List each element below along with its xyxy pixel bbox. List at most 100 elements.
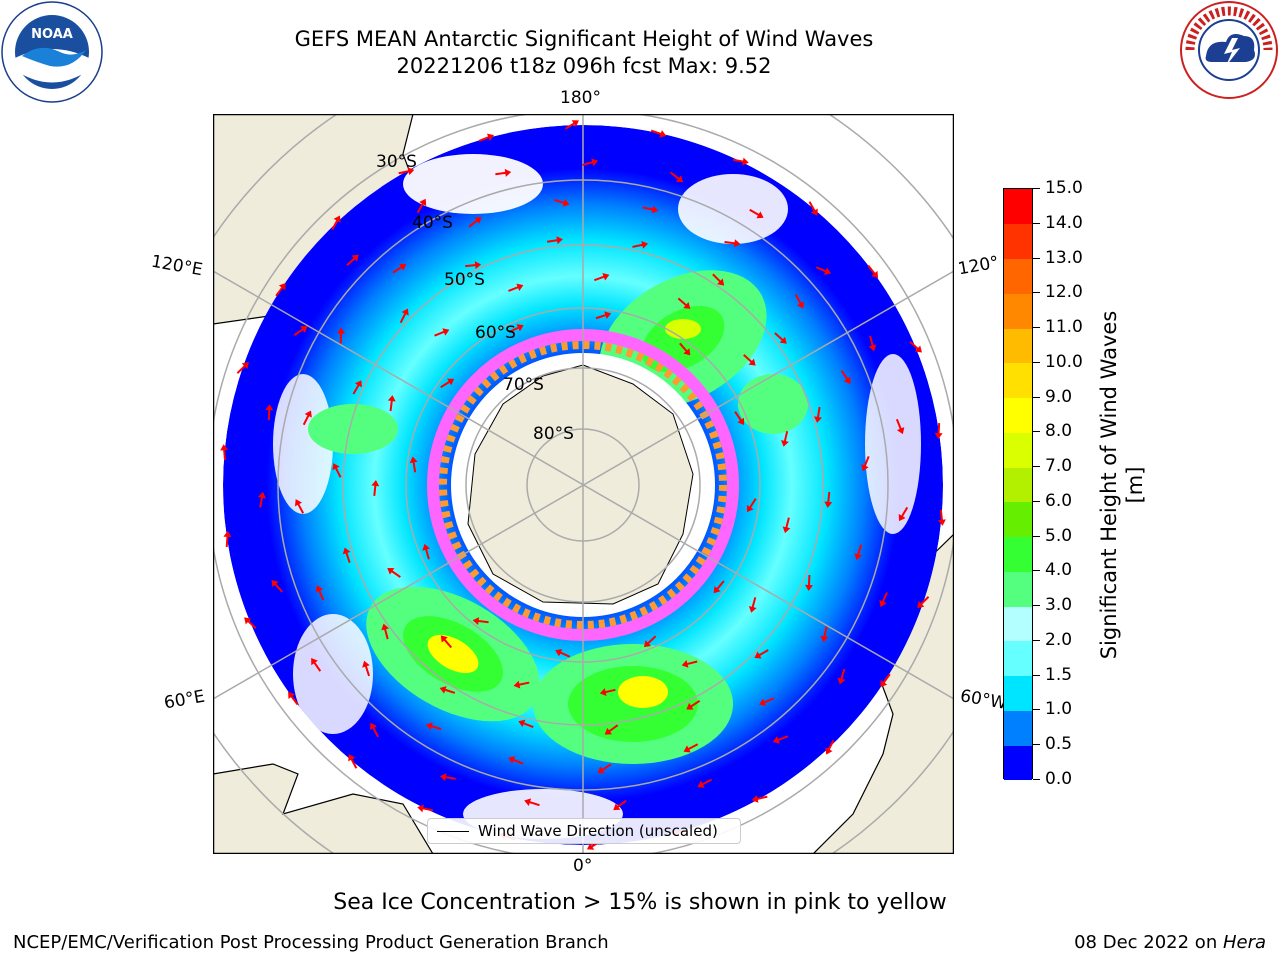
- lon-label-60w: 60°W: [958, 686, 1009, 714]
- wave-direction-arrow: [632, 240, 649, 249]
- colorbar-tick: [1033, 535, 1040, 537]
- colorbar-segment: [1004, 223, 1032, 259]
- wave-direction-arrow: [613, 799, 627, 811]
- wave-direction-arrow: [815, 266, 831, 275]
- wave-direction-arrow: [315, 585, 325, 601]
- colorbar-tick: [1033, 500, 1040, 502]
- colorbar-tick: [1033, 396, 1040, 398]
- colorbar-tick-label: 1.0: [1045, 699, 1073, 720]
- wave-direction-arrow: [369, 722, 379, 738]
- wave-direction-arrow: [387, 567, 401, 578]
- colorbar-segment: [1004, 675, 1032, 711]
- wave-direction-arrow: [352, 380, 362, 395]
- wave-direction-arrow: [749, 208, 764, 219]
- sea-ice-note: Sea Ice Concentration > 15% is shown in …: [333, 890, 947, 915]
- colorbar-tick-label: 13.0: [1045, 247, 1083, 268]
- wave-direction-arrow: [677, 297, 691, 309]
- wave-direction-arrow: [288, 691, 299, 706]
- wave-direction-arrow: [650, 129, 667, 138]
- colorbar-tick-label: 8.0: [1045, 421, 1073, 442]
- wave-direction-arrow: [381, 623, 389, 640]
- colorbar-tick-label: 9.0: [1045, 386, 1073, 407]
- wave-direction-arrow: [595, 311, 612, 320]
- wave-direction-arrow: [524, 798, 540, 807]
- wave-direction-arrow: [895, 418, 905, 435]
- colorbar-segment: [1004, 432, 1032, 468]
- colorbar-segment: [1004, 362, 1032, 399]
- wave-direction-arrow: [754, 649, 769, 659]
- wave-direction-arrow: [465, 261, 482, 270]
- wave-direction-arrow: [697, 778, 713, 788]
- colorbar-tick: [1033, 431, 1040, 433]
- lon-label-60e: 60°E: [162, 686, 207, 714]
- wave-direction-arrow: [642, 205, 659, 214]
- colorbar-tick-label: 14.0: [1045, 212, 1083, 233]
- wave-direction-arrow: [643, 635, 657, 648]
- wave-direction-arrow: [867, 264, 879, 279]
- land-antarctica: [467, 364, 694, 605]
- wave-direction-arrow: [597, 763, 612, 774]
- wave-direction-arrow: [422, 543, 431, 560]
- wave-direction-arrow: [681, 660, 698, 668]
- colorbar-tick: [1033, 709, 1040, 711]
- lat-label-70s: 70°S: [503, 375, 544, 395]
- wave-direction-arrow: [342, 547, 351, 563]
- wave-direction-arrow: [513, 680, 530, 689]
- wave-direction-arrow: [679, 342, 691, 356]
- wave-direction-arrow: [553, 198, 570, 207]
- chart-title: GEFS MEAN Antarctic Significant Height o…: [294, 27, 874, 51]
- wave-direction-arrow: [604, 724, 619, 735]
- wave-direction-arrow: [398, 167, 415, 176]
- colorbar-segment: [1004, 328, 1032, 364]
- wave-direction-arrow: [724, 239, 741, 248]
- wave-direction-arrow: [332, 463, 342, 478]
- wave-direction-arrow: [683, 743, 699, 753]
- wave-direction-arrow: [794, 294, 805, 309]
- wave-direction-arrow: [820, 626, 829, 643]
- chart-subtitle: 20221206 t18z 096h fcst Max: 9.52: [396, 54, 772, 78]
- wave-direction-arrow: [909, 341, 922, 353]
- wave-direction-arrow: [434, 328, 450, 337]
- lon-label-120e: 120°E: [149, 251, 205, 281]
- wave-direction-arrow: [495, 168, 512, 177]
- colorbar-tick-label: 12.0: [1045, 282, 1083, 303]
- wave-direction-arrow: [934, 423, 943, 440]
- lat-label-60s: 60°S: [475, 323, 516, 343]
- wave-direction-arrow: [409, 456, 418, 473]
- wave-direction-arrow: [472, 617, 489, 626]
- wave-direction-arrow: [220, 444, 229, 461]
- wave-direction-arrow: [712, 273, 725, 286]
- colorbar-tick: [1033, 639, 1040, 641]
- colorbar-segment: [1004, 397, 1032, 433]
- wave-direction-arrow: [804, 574, 813, 591]
- wave-direction-arrow: [840, 370, 851, 385]
- wave-direction-arrow: [392, 263, 407, 274]
- wave-direction-arrow: [508, 756, 524, 765]
- wave-direction-arrow: [293, 326, 308, 336]
- lat-label-80s: 80°S: [533, 424, 574, 444]
- wave-direction-arrow: [555, 649, 571, 658]
- wave-direction-arrow: [759, 697, 775, 706]
- wave-direction-arrow: [275, 283, 286, 297]
- wave-direction-arrow: [223, 530, 232, 547]
- wave-direction-arrow: [294, 499, 305, 514]
- wave-direction-arrow: [751, 794, 768, 803]
- svg-text:NOAA: NOAA: [31, 27, 73, 42]
- wave-direction-arrow: [774, 332, 787, 344]
- footer-credit: NCEP/EMC/Verification Post Processing Pr…: [13, 932, 609, 953]
- wave-direction-arrow: [439, 773, 456, 782]
- colorbar-segment: [1004, 467, 1032, 503]
- wave-direction-arrow: [782, 517, 791, 534]
- wave-direction-arrow: [508, 324, 524, 333]
- wave-direction-arrow: [387, 395, 396, 412]
- antarctic-map: [213, 114, 954, 854]
- wave-direction-arrow: [440, 635, 453, 649]
- colorbar-segment: [1004, 710, 1032, 746]
- wave-direction-arrow: [337, 327, 346, 344]
- colorbar-tick: [1033, 257, 1040, 259]
- colorbar-tick: [1033, 361, 1040, 363]
- wave-direction-arrow: [564, 120, 579, 130]
- wave-direction-arrow: [346, 254, 359, 267]
- colorbar-segment: [1004, 606, 1032, 642]
- colorbar-tick-label: 5.0: [1045, 525, 1073, 546]
